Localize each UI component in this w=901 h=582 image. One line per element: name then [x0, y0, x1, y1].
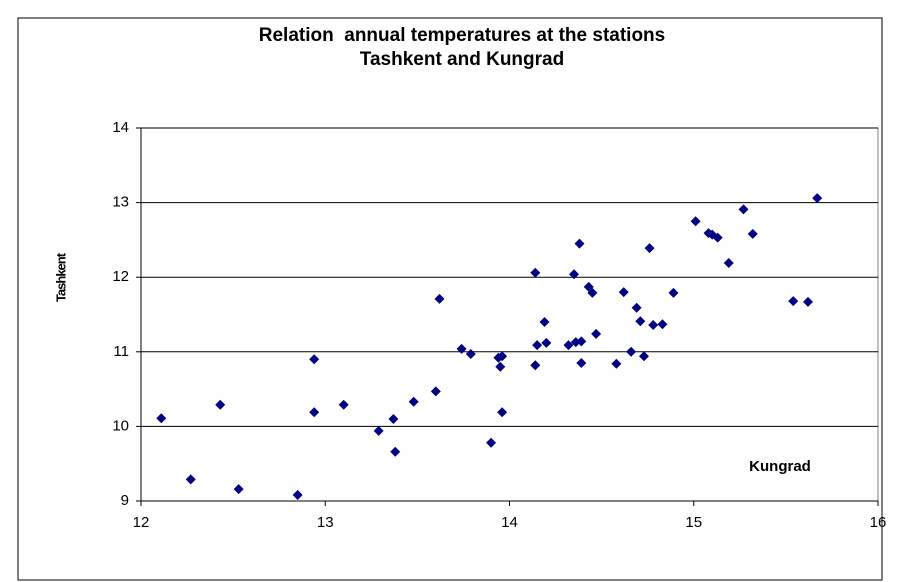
point — [309, 354, 320, 365]
y-axis-label: Tashkent — [53, 252, 68, 302]
point — [156, 413, 167, 424]
point — [626, 346, 637, 357]
point — [648, 319, 659, 330]
chart-title: Tashkent and Kungrad — [360, 49, 564, 70]
y-tick-label: 10 — [112, 417, 129, 434]
point — [495, 361, 506, 372]
point — [690, 216, 701, 227]
point — [185, 474, 196, 485]
x-axis-label: Kungrad — [749, 458, 811, 475]
point — [574, 238, 585, 249]
point — [788, 296, 799, 307]
point — [639, 351, 650, 362]
point — [309, 407, 320, 418]
point — [430, 386, 441, 397]
x-tick-label: 15 — [685, 514, 702, 531]
point — [390, 446, 401, 457]
point — [497, 351, 508, 362]
point — [373, 425, 384, 436]
point — [576, 357, 587, 368]
y-tick-label: 13 — [112, 194, 129, 211]
point — [539, 316, 550, 327]
point — [388, 413, 399, 424]
point — [644, 243, 655, 254]
point — [465, 349, 476, 360]
point — [618, 287, 629, 298]
point — [587, 287, 598, 298]
point — [723, 258, 734, 269]
chart-frame — [17, 17, 883, 581]
x-tick-label: 16 — [870, 514, 887, 531]
point — [802, 296, 813, 307]
point — [215, 399, 226, 410]
point — [530, 267, 541, 278]
point — [434, 293, 445, 304]
point — [530, 360, 541, 371]
y-tick-label: 11 — [113, 343, 129, 360]
point — [486, 437, 497, 448]
point — [563, 340, 574, 351]
chart-title: Relation annual temperatures at the stat… — [259, 25, 665, 46]
point — [668, 287, 679, 298]
point — [611, 358, 622, 369]
point — [408, 396, 419, 407]
point — [541, 337, 552, 348]
point — [738, 204, 749, 215]
x-tick-label: 13 — [317, 514, 334, 531]
point — [591, 328, 602, 339]
point — [657, 319, 668, 330]
point — [576, 336, 587, 347]
y-tick-label: 14 — [112, 119, 129, 136]
y-tick-label: 12 — [112, 268, 129, 285]
x-tick-label: 14 — [501, 514, 518, 531]
point — [532, 340, 543, 351]
point — [497, 407, 508, 418]
point — [568, 269, 579, 280]
y-tick-label: 9 — [121, 492, 129, 509]
point — [747, 228, 758, 239]
x-tick-label: 12 — [133, 514, 150, 531]
point — [233, 484, 244, 495]
point — [635, 316, 646, 327]
point — [812, 193, 823, 204]
point — [338, 399, 349, 410]
point — [712, 232, 723, 243]
point — [456, 343, 467, 354]
point — [631, 302, 642, 313]
point — [292, 490, 303, 501]
